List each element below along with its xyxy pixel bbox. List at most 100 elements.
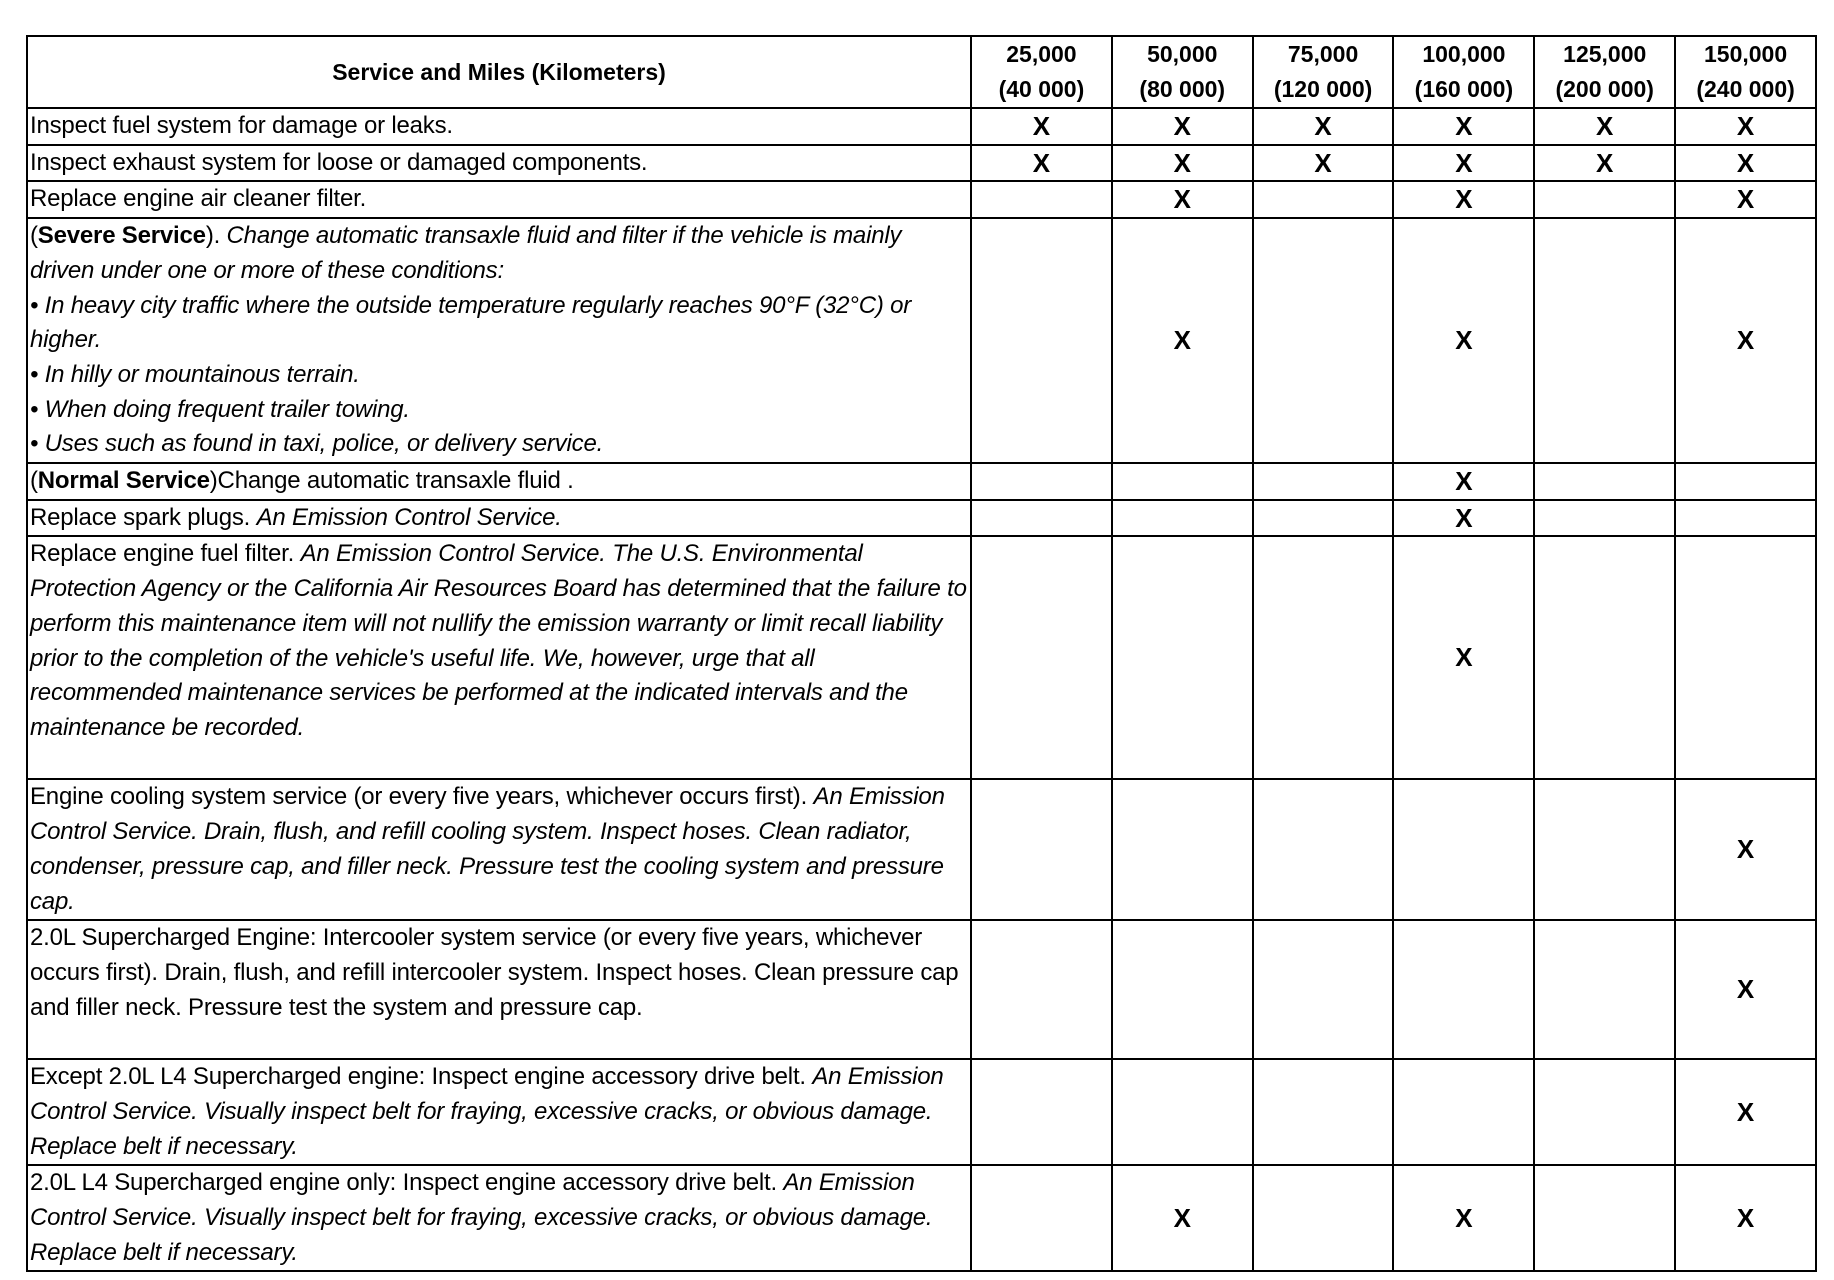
- maintenance-schedule-table: Service and Miles (Kilometers) 25,000 (40…: [26, 35, 1817, 1273]
- service-description: Inspect fuel system for damage or leaks.: [26, 107, 972, 146]
- description-text: • In hilly or mountainous terrain.: [30, 360, 360, 388]
- interval-cell: [1110, 778, 1254, 922]
- interval-header: 75,000 (120 000): [1251, 35, 1395, 109]
- interval-miles: 100,000: [1422, 41, 1506, 67]
- service-mark: X: [1032, 147, 1051, 178]
- interval-km: (240 000): [1696, 76, 1795, 102]
- description-text: • In heavy city traffic where the outsid…: [30, 291, 912, 354]
- service-description: Engine cooling system service (or every …: [26, 778, 972, 922]
- interval-cell: [970, 498, 1113, 538]
- description-text: Replace spark plugs.: [30, 503, 257, 531]
- description-text: • Uses such as found in taxi, police, or…: [30, 430, 604, 458]
- interval-cell: [1251, 535, 1395, 781]
- interval-cell: X: [1674, 143, 1817, 183]
- table-row: Engine cooling system service (or every …: [26, 778, 1817, 922]
- interval-cell: [970, 535, 1113, 781]
- service-mark: X: [1736, 184, 1755, 215]
- interval-cell: [1674, 462, 1817, 501]
- service-mark: X: [1455, 184, 1473, 215]
- interval-cell: X: [1674, 107, 1817, 146]
- service-mark: X: [1736, 110, 1755, 141]
- interval-miles: 25,000: [1006, 41, 1077, 67]
- service-description: (Normal Service)Change automatic transax…: [26, 462, 972, 501]
- interval-cell: X: [1392, 462, 1536, 501]
- interval-cell: X: [1392, 498, 1536, 538]
- interval-cell: [1533, 778, 1677, 922]
- table-row: 2.0L L4 Supercharged engine only: Inspec…: [26, 1164, 1817, 1273]
- interval-cell: [1533, 1058, 1677, 1167]
- interval-cell: [1251, 217, 1395, 465]
- interval-miles: 75,000: [1287, 41, 1359, 67]
- description-text: Inspect fuel system for damage or leaks.: [30, 112, 453, 139]
- interval-cell: [1110, 1058, 1254, 1167]
- service-mark: X: [1736, 1096, 1755, 1127]
- interval-cell: X: [1674, 778, 1817, 922]
- interval-cell: [1392, 1058, 1536, 1167]
- service-mark: X: [1736, 834, 1755, 865]
- service-description: Replace spark plugs. An Emission Control…: [26, 498, 972, 538]
- interval-cell: [1533, 217, 1677, 465]
- interval-cell: X: [970, 143, 1113, 183]
- interval-cell: X: [1674, 919, 1817, 1061]
- table-row: (Normal Service)Change automatic transax…: [26, 462, 1817, 501]
- interval-km: (40 000): [998, 76, 1085, 102]
- interval-cell: [970, 778, 1113, 922]
- interval-cell: [1251, 462, 1395, 501]
- interval-cell: [1533, 535, 1677, 781]
- table-row: Replace engine air cleaner filter. X X X: [26, 180, 1817, 220]
- description-text: An Emission Control Service.: [256, 503, 562, 531]
- interval-cell: X: [1674, 1164, 1817, 1273]
- interval-cell: [1533, 498, 1677, 538]
- service-mark: X: [1736, 1202, 1755, 1233]
- description-text: )Change automatic transaxle fluid .: [209, 467, 574, 495]
- description-text: Replace engine air cleaner filter.: [30, 185, 367, 213]
- interval-cell: [1392, 778, 1536, 922]
- interval-cell: X: [1392, 1164, 1536, 1273]
- interval-cell: [1674, 535, 1817, 781]
- interval-cell: X: [1110, 180, 1254, 220]
- interval-cell: [1251, 1058, 1395, 1167]
- interval-km: (120 000): [1273, 76, 1373, 102]
- service-mark: X: [1455, 325, 1473, 356]
- table-row: Replace spark plugs. An Emission Control…: [26, 498, 1817, 538]
- description-text: Replace engine fuel filter.: [30, 540, 301, 568]
- description-text: • When doing frequent trailer towing.: [30, 395, 410, 423]
- description-text: 2.0L L4 Supercharged engine only: Inspec…: [30, 1169, 784, 1197]
- service-mark: X: [1455, 110, 1473, 141]
- interval-cell: [970, 462, 1113, 501]
- interval-cell: X: [1392, 535, 1536, 781]
- description-text: Engine cooling system service (or every …: [30, 783, 814, 811]
- description-text: (: [30, 222, 38, 250]
- interval-cell: [1251, 1164, 1395, 1273]
- service-mark: X: [1736, 974, 1755, 1005]
- interval-cell: X: [1110, 107, 1254, 146]
- interval-cell: [970, 1164, 1113, 1273]
- service-mark: X: [1455, 147, 1473, 178]
- description-text: Inspect exhaust system for loose or dama…: [30, 148, 648, 176]
- table-row: Replace engine fuel filter. An Emission …: [26, 535, 1817, 781]
- service-description: 2.0L L4 Supercharged engine only: Inspec…: [26, 1164, 972, 1273]
- service-description: Replace engine fuel filter. An Emission …: [26, 535, 972, 781]
- service-description: Inspect exhaust system for loose or dama…: [26, 143, 972, 183]
- description-text: (: [30, 467, 38, 495]
- interval-cell: X: [1674, 217, 1817, 465]
- description-text: An Emission Control Service. Drain, flus…: [30, 783, 945, 915]
- interval-km: (200 000): [1555, 76, 1654, 102]
- service-mark: X: [1455, 642, 1473, 673]
- service-mark: X: [1173, 184, 1191, 215]
- service-description: (Severe Service). Change automatic trans…: [26, 217, 972, 465]
- interval-cell: [1674, 498, 1817, 538]
- interval-cell: X: [1110, 143, 1254, 183]
- interval-cell: X: [1251, 107, 1395, 146]
- interval-header: 25,000 (40 000): [970, 35, 1113, 109]
- interval-header: 125,000 (200 000): [1533, 35, 1677, 109]
- table-row: 2.0L Supercharged Engine: Intercooler sy…: [26, 919, 1817, 1061]
- description-text: Except 2.0L L4 Supercharged engine: Insp…: [30, 1063, 813, 1091]
- service-mark: X: [1596, 147, 1614, 178]
- service-mark: X: [1173, 325, 1191, 356]
- service-description: 2.0L Supercharged Engine: Intercooler sy…: [26, 919, 972, 1061]
- interval-cell: [970, 217, 1113, 465]
- service-mark: X: [1455, 1202, 1473, 1233]
- interval-cell: [1533, 462, 1677, 501]
- description-text: Severe Service: [37, 222, 206, 250]
